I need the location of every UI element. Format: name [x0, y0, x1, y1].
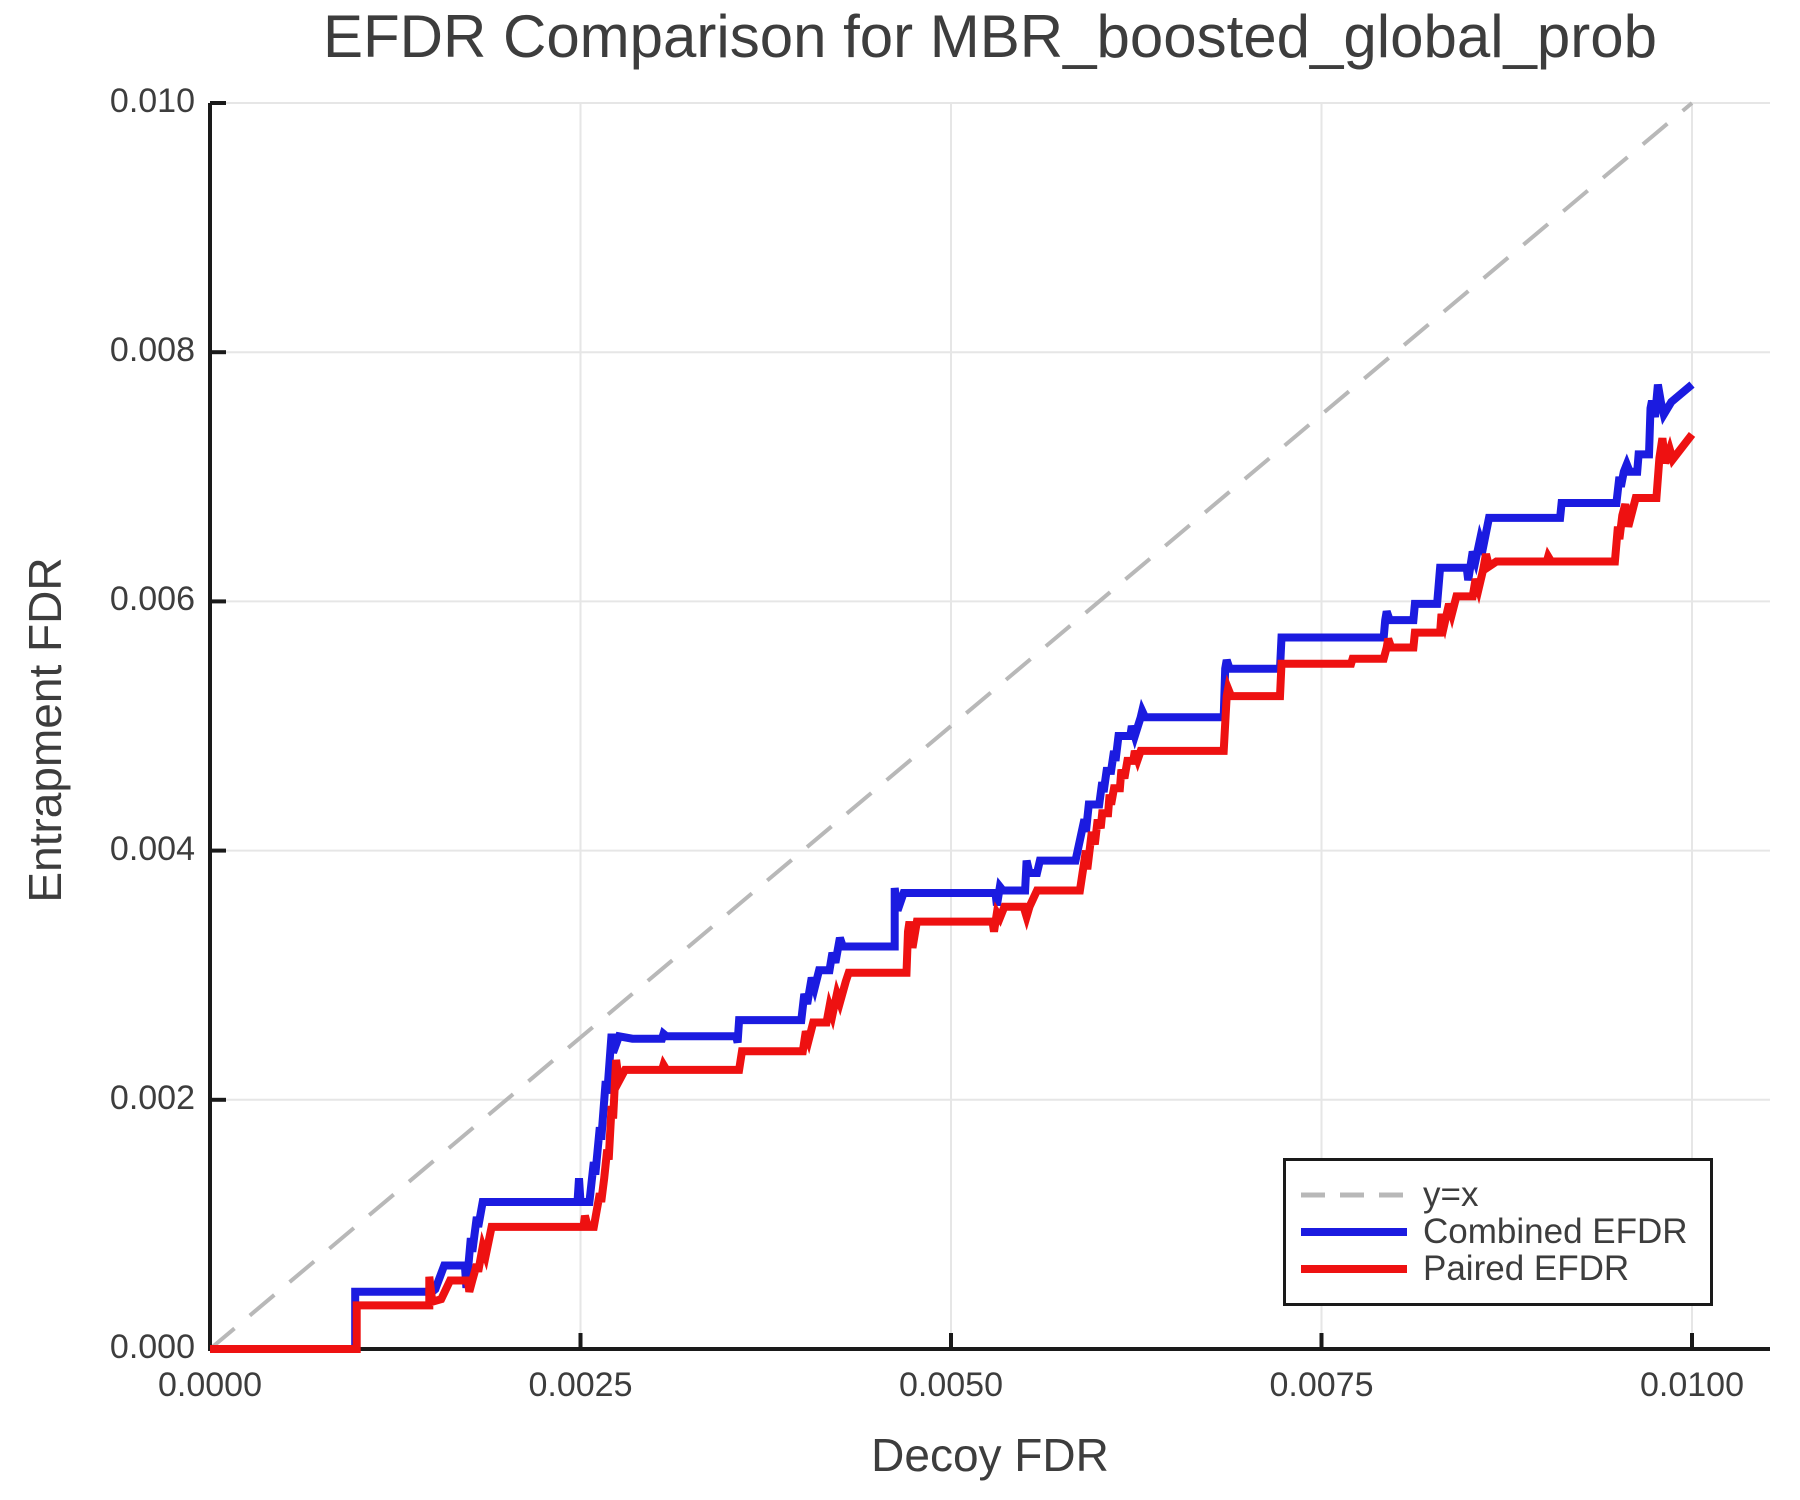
legend-label-yx: y=x — [1423, 1174, 1479, 1214]
axis-spines — [208, 103, 1770, 1351]
y-tick-label: 0.010 — [109, 82, 195, 120]
legend-label-paired-efdr: Paired EFDR — [1423, 1248, 1630, 1288]
red-line-sample-icon — [1301, 1264, 1407, 1273]
x-tick-label: 0.0025 — [528, 1366, 633, 1404]
y-equals-x-reference-line — [208, 101, 1694, 1351]
y-tick-label: 0.008 — [109, 331, 195, 370]
gridlines — [210, 102, 1770, 1349]
blue-line-sample-icon — [1301, 1227, 1407, 1236]
y-axis-title: Entrapment FDR — [19, 557, 71, 903]
x-tick-label: 0.0050 — [899, 1366, 1003, 1404]
y-tick-label: 0.006 — [109, 580, 195, 619]
series-line-paired-efdr — [210, 431, 1696, 1353]
legend-row-reference: y=x — [1301, 1174, 1710, 1214]
x-tick-label: 0.0000 — [158, 1366, 262, 1404]
dashed-line-sample-icon — [1301, 1192, 1407, 1197]
legend-row-combined-efdr: Combined EFDR — [1301, 1211, 1710, 1251]
y-tick-label: 0.002 — [109, 1078, 195, 1117]
x-tick-label: 0.0075 — [1269, 1366, 1374, 1404]
legend: y=x Combined EFDR Paired EFDR — [1283, 1158, 1713, 1306]
x-tick-label: 0.0100 — [1640, 1366, 1744, 1404]
data-series-lines — [210, 381, 1696, 1353]
x-axis-title: Decoy FDR — [871, 1429, 1109, 1481]
y-tick-label: 0.004 — [109, 829, 195, 868]
y-equals-x-line — [208, 101, 1694, 1351]
y-tick-label: 0.000 — [109, 1328, 195, 1366]
chart-title: EFDR Comparison for MBR_boosted_global_p… — [322, 3, 1657, 70]
legend-label-combined-efdr: Combined EFDR — [1423, 1211, 1688, 1251]
series-line-combined-efdr — [210, 381, 1695, 1353]
legend-row-paired-efdr: Paired EFDR — [1301, 1248, 1710, 1288]
